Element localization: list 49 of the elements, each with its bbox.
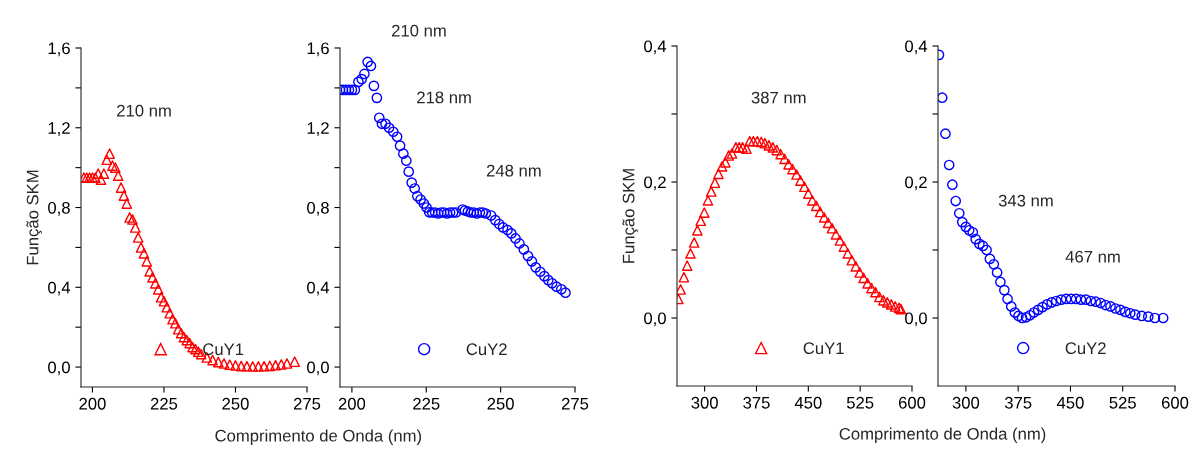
y-tick-label: 0,0	[644, 312, 666, 327]
x-tick-label: 225	[150, 397, 178, 410]
text: 210 nm	[392, 24, 446, 37]
annotation: 387 nm	[751, 91, 806, 104]
x-tick-label: 525	[1109, 396, 1136, 409]
annotation: 343 nm	[998, 194, 1053, 207]
annotation: 248 nm	[486, 164, 541, 177]
legend-label: CuY1	[803, 342, 844, 355]
x-tick-label: 275	[561, 397, 589, 410]
legend-label: CuY2	[466, 343, 507, 356]
x-tick-label: 375	[743, 396, 770, 409]
x-tick-label: 450	[1056, 396, 1084, 409]
x-tick-label: 250	[487, 397, 514, 410]
x-tick-label: 275	[293, 397, 321, 410]
annotation: 210 nm	[117, 104, 171, 117]
x-tick-label: 375	[1004, 396, 1032, 409]
x-tick-label: 300	[952, 396, 980, 409]
x-tick-label: 300	[691, 396, 718, 409]
y-tick-label: 0,8	[307, 201, 329, 216]
x-tick-label: 200	[79, 397, 106, 410]
x-tick-label: 250	[222, 397, 249, 410]
legend-label: CuY1	[203, 343, 244, 356]
y-axis-title: Função SKM	[26, 170, 42, 265]
y-tick-label: 1,2	[48, 122, 70, 136]
y-tick-label: 0,0	[48, 361, 70, 376]
x-tick-label: 525	[846, 396, 874, 409]
y-tick-label: 1,6	[307, 42, 329, 57]
x-tick-label: 600	[1161, 396, 1189, 409]
legend-label: CuY2	[1065, 342, 1106, 355]
annotation: 218 nm	[417, 91, 471, 104]
x-axis-title: Comprimento de Onda (nm)	[215, 429, 422, 445]
y-tick-label: 1,6	[48, 42, 70, 57]
x-axis-title: Comprimento de Onda (nm)	[839, 427, 1046, 444]
y-tick-label: 0,4	[307, 281, 330, 296]
y-tick-label: 0,4	[644, 40, 667, 55]
y-tick-label: 0,0	[307, 361, 329, 376]
x-tick-label: 200	[338, 397, 366, 410]
y-tick-label: 0,8	[48, 201, 70, 216]
y-tick-label: 0,4	[905, 40, 928, 55]
y-tick-label: 0,2	[905, 176, 927, 191]
y-tick-label: 0,0	[905, 312, 927, 327]
y-tick-label: 0,2	[644, 176, 666, 191]
x-tick-label: 600	[898, 396, 926, 409]
x-tick-label: 225	[413, 397, 440, 410]
y-axis-title: Função SKM	[622, 169, 638, 263]
x-tick-label: 450	[794, 396, 822, 409]
y-tick-label: 0,4	[48, 281, 71, 296]
annotation: 467 nm	[1065, 250, 1120, 263]
y-tick-label: 1,2	[307, 122, 329, 136]
